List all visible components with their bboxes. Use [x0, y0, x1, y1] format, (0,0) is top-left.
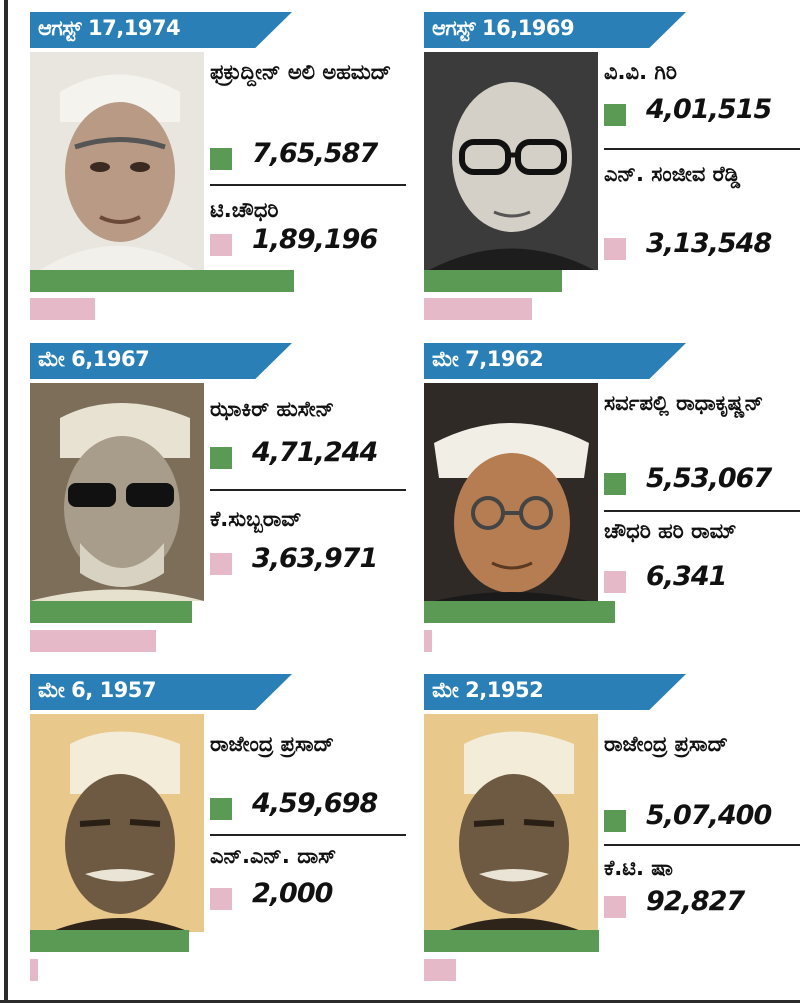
- winner-votes: 4,59,698: [252, 788, 378, 819]
- election-date: ಮೇ 6, 1957: [38, 678, 157, 702]
- loser-name: ಟಿ.ಚೌಧರಿ: [210, 198, 279, 222]
- date-banner: [424, 674, 686, 710]
- winner-bar: [424, 270, 562, 292]
- portrait-photo: [424, 52, 598, 270]
- winner-legend-swatch: [210, 798, 232, 820]
- election-panel: ಮೇ 2,1952 ರಾಜೇಂದ್ರ ಪ್ರಸಾದ್ 5,07,400 ಕೆ.ಟ…: [424, 674, 800, 994]
- bottom-border: [0, 1000, 800, 1003]
- winner-name: ಸರ್ವಪಲ್ಲಿ ರಾಧಾಕೃಷ್ಣನ್: [604, 391, 764, 415]
- date-banner: [424, 343, 686, 379]
- loser-legend-swatch: [604, 896, 626, 918]
- winner-name: ಝಾಕಿರ್ ಹುಸೇನ್: [210, 397, 335, 421]
- winner-name: ವಿ.ವಿ. ಗಿರಿ: [604, 60, 677, 84]
- portrait-photo: [30, 52, 204, 270]
- election-panel: ಆಗಸ್ಟ್ 16,1969 ವಿ.ವಿ. ಗಿರಿ 4,01,515 ಎನ್.…: [424, 12, 800, 332]
- winner-legend-swatch: [210, 148, 232, 170]
- loser-votes: 2,000: [252, 878, 333, 909]
- loser-name: ಕೆ.ಸುಬ್ಬರಾವ್: [210, 507, 302, 531]
- date-banner: [424, 12, 686, 48]
- loser-bar: [424, 298, 532, 320]
- winner-votes: 4,71,244: [252, 437, 378, 468]
- winner-bar: [30, 930, 189, 952]
- election-panel: ಮೇ 6, 1957 ರಾಜೇಂದ್ರ ಪ್ರಸಾದ್ 4,59,698 ಎನ್…: [30, 674, 410, 994]
- winner-votes: 7,65,587: [252, 138, 378, 169]
- loser-votes: 1,89,196: [252, 224, 378, 255]
- winner-votes: 5,53,067: [646, 463, 772, 494]
- loser-bar: [424, 630, 432, 652]
- portrait-photo: [424, 714, 598, 932]
- loser-name: ಚೌಧರಿ ಹರಿ ರಾಮ್: [604, 519, 737, 543]
- divider: [210, 489, 406, 491]
- winner-bar: [424, 601, 615, 623]
- loser-bar: [424, 959, 456, 981]
- loser-bar: [30, 630, 156, 652]
- winner-name: ರಾಜೇಂದ್ರ ಪ್ರಸಾದ್: [210, 732, 334, 756]
- divider: [210, 184, 406, 186]
- divider: [604, 148, 800, 150]
- winner-name: ರಾಜೇಂದ್ರ ಪ್ರಸಾದ್: [604, 732, 728, 756]
- winner-bar: [424, 930, 599, 952]
- date-banner: [30, 343, 292, 379]
- winner-bar: [30, 601, 192, 623]
- loser-name: ಎನ್. ಸಂಜೀವ ರೆಡ್ಡಿ: [604, 162, 741, 186]
- loser-votes: 6,341: [646, 561, 727, 592]
- winner-legend-swatch: [210, 447, 232, 469]
- date-banner: [30, 674, 292, 710]
- loser-votes: 3,13,548: [646, 228, 772, 259]
- loser-votes: 3,63,971: [252, 543, 378, 574]
- portrait-photo: [30, 714, 204, 932]
- divider: [210, 834, 406, 836]
- election-date: ಮೇ 2,1952: [432, 678, 544, 702]
- portrait-photo: [424, 383, 598, 601]
- winner-legend-swatch: [604, 104, 626, 126]
- loser-legend-swatch: [604, 571, 626, 593]
- election-panel: ಮೇ 7,1962 ಸರ್ವಪಲ್ಲಿ ರಾಧಾಕೃಷ್ಣನ್ 5,53,067…: [424, 343, 800, 663]
- loser-legend-swatch: [210, 888, 232, 910]
- loser-bar: [30, 298, 95, 320]
- winner-votes: 4,01,515: [646, 94, 772, 125]
- loser-name: ಎನ್.ಎನ್. ದಾಸ್: [210, 844, 337, 868]
- election-panel: ಆಗಸ್ಟ್ 17,1974 ಫಕ್ರುದ್ದೀನ್ ಅಲಿ ಅಹಮದ್ 7,6…: [30, 12, 410, 332]
- divider: [604, 510, 800, 512]
- loser-votes: 92,827: [646, 886, 745, 917]
- winner-legend-swatch: [604, 473, 626, 495]
- election-date: ಆಗಸ್ಟ್ 17,1974: [38, 16, 181, 40]
- winner-legend-swatch: [604, 810, 626, 832]
- winner-name: ಫಕ್ರುದ್ದೀನ್ ಅಲಿ ಅಹಮದ್: [210, 60, 392, 84]
- election-date: ಮೇ 6,1967: [38, 347, 150, 371]
- loser-legend-swatch: [210, 234, 232, 256]
- date-banner: [30, 12, 292, 48]
- left-border: [4, 0, 8, 1003]
- election-date: ಆಗಸ್ಟ್ 16,1969: [432, 16, 575, 40]
- election-date: ಮೇ 7,1962: [432, 347, 544, 371]
- loser-legend-swatch: [210, 553, 232, 575]
- loser-name: ಕೆ.ಟಿ. ಷಾ: [604, 856, 673, 880]
- loser-bar: [30, 959, 38, 981]
- loser-legend-swatch: [604, 238, 626, 260]
- winner-votes: 5,07,400: [646, 800, 772, 831]
- divider: [604, 844, 800, 846]
- portrait-photo: [30, 383, 204, 601]
- election-panel: ಮೇ 6,1967 ಝಾಕಿರ್ ಹುಸೇನ್ 4,71,244 ಕೆ.ಸುಬ್…: [30, 343, 410, 663]
- winner-bar: [30, 270, 294, 292]
